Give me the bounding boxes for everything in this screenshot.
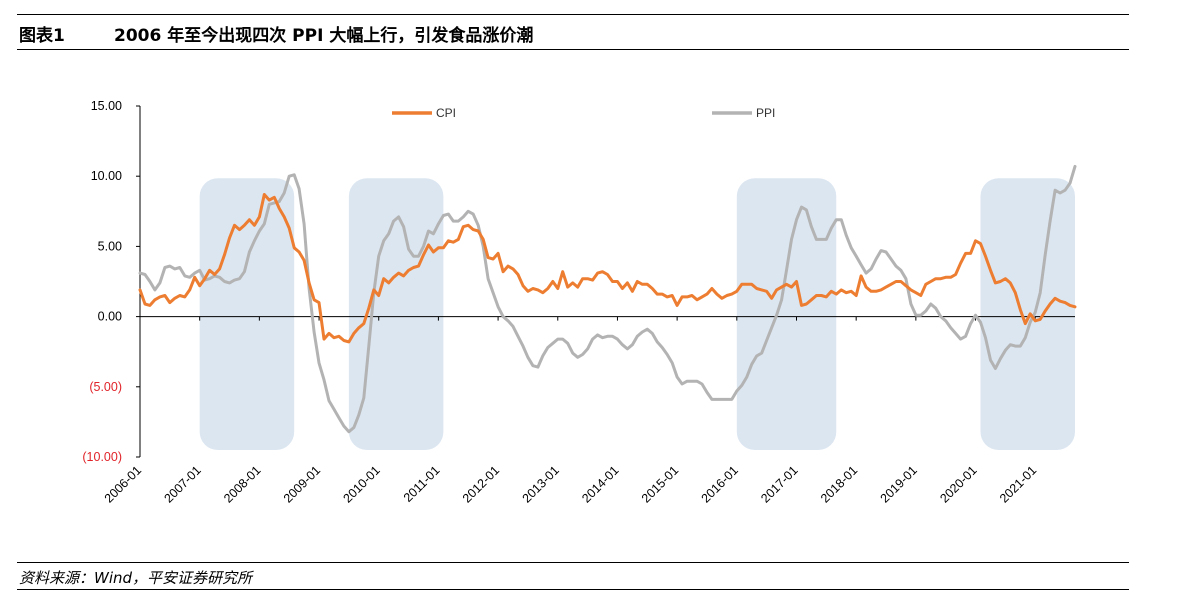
y-tick-label: (10.00) <box>82 450 122 464</box>
x-tick-label: 2007-01 <box>161 463 203 505</box>
x-tick-label: 2008-01 <box>221 463 263 505</box>
source-note: 资料来源：Wind，平安证券研究所 <box>19 569 253 587</box>
figure-footer: 资料来源：Wind，平安证券研究所 <box>17 562 1129 590</box>
shaded-period-3 <box>736 178 837 450</box>
x-tick-label: 2010-01 <box>341 463 383 505</box>
x-tick-label: 2016-01 <box>699 463 741 505</box>
series-line-ppi <box>138 164 1077 434</box>
y-tick-label: (5.00) <box>89 380 122 394</box>
x-tick-label: 2011-01 <box>401 463 443 505</box>
legend-label-cpi: CPI <box>436 106 456 120</box>
x-tick-label: 2014-01 <box>579 463 621 505</box>
x-tick-label: 2018-01 <box>818 463 860 505</box>
y-tick-label: 5.00 <box>98 239 122 253</box>
figure-header: 图表1 2006 年至今出现四次 PPI 大幅上行，引发食品涨价潮 <box>17 14 1129 50</box>
y-tick-label: 0.00 <box>98 310 122 324</box>
line-chart: 15.00 10.00 5.00 0.00 (5.00) (10.00)2006-01 20… <box>82 99 1077 506</box>
shaded-period-1 <box>199 178 295 450</box>
y-tick-label: 10.00 <box>91 169 122 183</box>
legend-label-ppi: PPI <box>756 106 775 120</box>
y-tick-label: 15.00 <box>91 99 122 113</box>
figure-number: 图表1 <box>19 26 65 46</box>
x-tick-label: 2015-01 <box>639 463 681 505</box>
x-tick-label: 2013-01 <box>520 463 562 505</box>
x-tick-label: 2021-01 <box>997 463 1039 505</box>
x-tick-label: 2009-01 <box>281 463 323 505</box>
shaded-period-4 <box>980 178 1075 450</box>
x-tick-label: 2006-01 <box>102 463 144 505</box>
figure-title: 2006 年至今出现四次 PPI 大幅上行，引发食品涨价潮 <box>114 26 534 46</box>
x-tick-label: 2012-01 <box>460 463 502 505</box>
x-tick-label: 2020-01 <box>937 463 979 505</box>
x-tick-label: 2017-01 <box>758 463 800 505</box>
x-tick-label: 2019-01 <box>878 463 920 505</box>
shaded-period-2 <box>348 178 444 450</box>
series-line-cpi <box>138 193 1077 344</box>
